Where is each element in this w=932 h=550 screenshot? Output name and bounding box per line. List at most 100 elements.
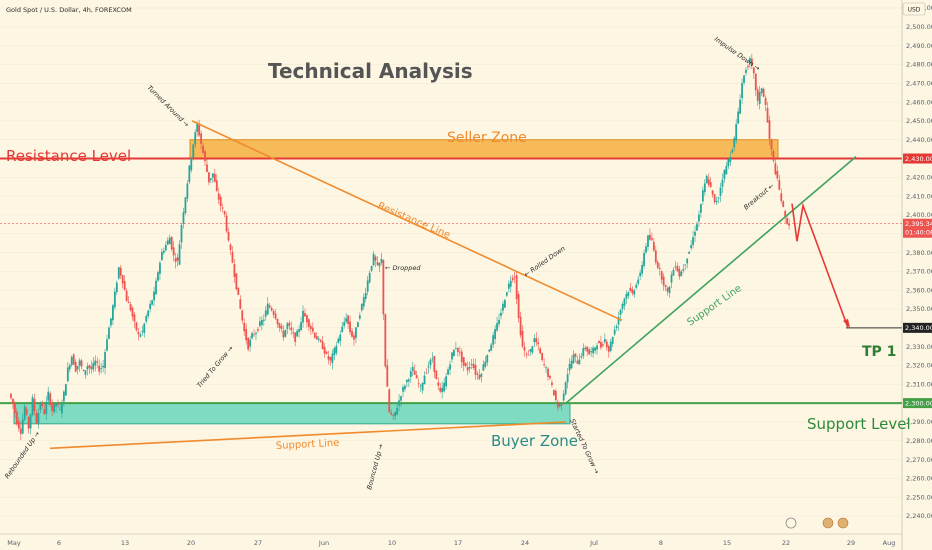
candle-body [656,262,659,268]
candle-body [770,139,773,150]
candle-body [351,330,353,337]
candle-body [282,330,285,338]
candle-body [739,99,741,114]
candle-body [198,124,201,136]
candle-body [474,365,477,375]
candle-body [68,365,71,370]
candle-body [404,385,406,390]
candle-body [176,257,179,261]
candle-body [115,282,118,293]
candle-body [272,311,275,315]
svg-text:2,395.34: 2,395.34 [905,220,932,228]
candle-body [582,347,585,356]
time-tick-label: 6 [57,539,61,547]
candle-body [737,111,740,124]
candle-body [278,323,281,328]
candle-body [10,393,12,399]
candle-body [752,67,755,74]
candle-body [294,332,297,342]
candle-body [213,173,216,182]
support-trendline-lower-label: Support Line [276,438,340,452]
projection-arrowhead [843,318,850,328]
candle-body [594,347,596,351]
target-price-badge: 2,340.00 [903,322,932,333]
time-axis[interactable]: May 6 13 20 27 Jun 10 17 24 Jul 8 15 22 29 Aug [7,539,895,547]
candle-body [482,364,485,371]
candle-body [45,401,48,414]
candle-body [484,361,487,367]
candle-body [349,321,351,333]
candle-body [296,330,299,337]
candle-body [339,334,342,342]
svg-text:2,340.00: 2,340.00 [905,324,932,332]
candle-body [566,374,569,383]
candle-body [149,303,152,310]
candle-body [113,291,116,308]
price-tick-label: 2,280.00 [906,437,932,445]
candle-body [47,391,50,401]
event-icons[interactable] [785,517,849,529]
candle-body [237,287,240,295]
support-price-badge: 2,300.00 [903,398,932,409]
candle-body [711,190,714,195]
candle-body [74,361,77,372]
candle-body [347,315,349,324]
candle-body [554,390,557,401]
candle-body [398,400,400,406]
candle-body [788,223,790,226]
candle-body [745,69,747,73]
candle-body [586,346,589,352]
candle-body [333,348,336,356]
price-tick-label: 2,350.00 [906,305,932,313]
candle-body [110,318,112,326]
resistance-trendline[interactable] [191,120,623,322]
candle-body [423,375,426,385]
support-trendline-lower[interactable] [49,421,567,450]
candle-body [641,265,643,274]
candle-body [700,204,702,213]
currency-badge-label: USD [908,7,921,14]
candle-body [596,345,598,350]
candle-body [654,250,657,263]
candle-body [268,305,271,308]
candle-body [553,389,555,396]
support-trendline-upper[interactable] [565,156,857,404]
candle-body [131,307,134,317]
candle-body [172,247,175,256]
candle-body [523,346,526,351]
candle-body [627,292,630,297]
candle-body [102,365,104,368]
price-tick-label: 2,330.00 [906,343,932,351]
candle-body [519,316,522,336]
candle-body [308,319,310,327]
candle-body [513,276,516,278]
candle-body [211,173,214,178]
currency-badge[interactable]: USD [902,2,926,16]
candle-body [260,320,263,325]
time-tick-label: 8 [659,539,663,547]
time-tick-label: 10 [388,539,396,547]
candle-body [341,326,344,332]
candle-body [455,348,457,349]
candle-body [84,370,87,375]
candle-body [472,363,475,369]
candle-body [298,329,300,332]
candle-body [355,327,357,338]
candle-body [754,73,757,91]
projection-arrow [791,202,849,329]
time-tick-label: 17 [454,539,462,547]
candle-body [168,237,171,245]
candle-body [729,157,732,163]
candle-body [725,165,728,175]
candle-body [735,124,738,141]
candle-body [43,409,46,415]
candle-body [531,346,534,353]
candle-body [592,347,594,354]
candle-body [758,92,761,104]
candle-body [300,321,302,331]
candle-body [290,327,293,331]
candle-body [121,275,124,284]
candle-body [417,383,420,385]
candle-body [164,244,167,251]
